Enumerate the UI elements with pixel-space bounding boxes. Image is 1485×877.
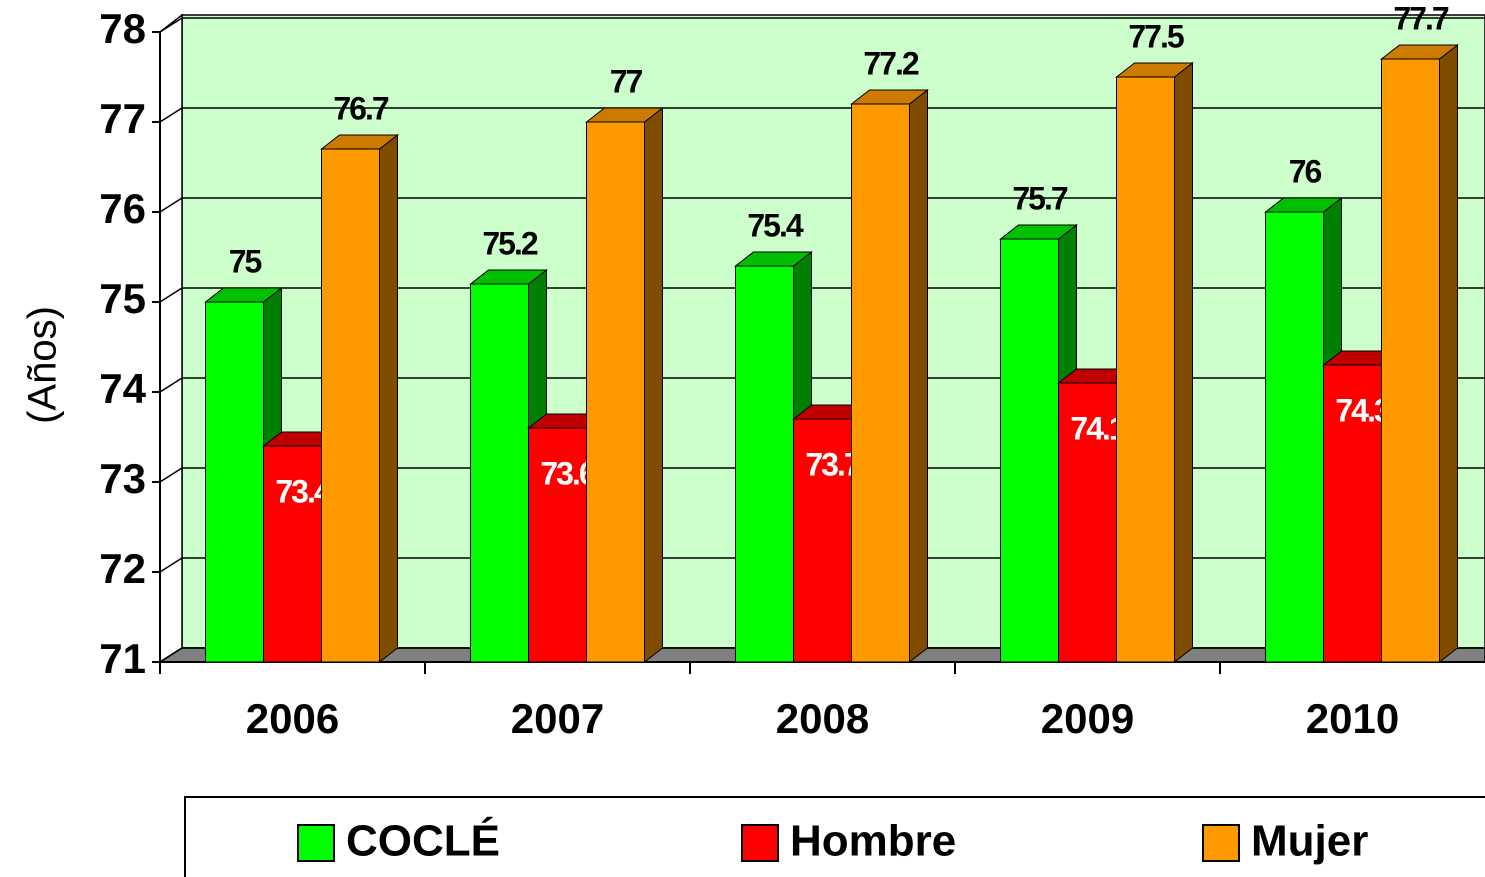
- y-tick-label: 76: [99, 185, 146, 232]
- value-label: 75.7: [1012, 180, 1067, 216]
- x-tick-label: 2010: [1306, 695, 1399, 742]
- legend-box: [184, 796, 1485, 877]
- value-label: 75.4: [747, 207, 803, 243]
- bar: [1265, 211, 1324, 663]
- bar: [528, 427, 587, 663]
- bar-side: [379, 133, 398, 664]
- legend-swatch: [297, 824, 335, 862]
- legend-label: Hombre: [790, 817, 956, 866]
- value-label: 76.7: [333, 90, 388, 126]
- bar: [586, 121, 645, 663]
- bar-side: [1439, 43, 1458, 664]
- bar: [1058, 382, 1117, 663]
- value-label: 77: [610, 63, 643, 99]
- y-axis-label: (Años): [21, 306, 65, 424]
- y-tick-label: 73: [99, 455, 146, 502]
- value-label: 76: [1289, 153, 1322, 189]
- x-tick-label: 2007: [511, 695, 604, 742]
- legend-swatch: [741, 824, 779, 862]
- bar-side: [909, 88, 928, 664]
- x-tick-label: 2006: [246, 695, 339, 742]
- grid-line: [159, 197, 1485, 213]
- value-label: 75.2: [482, 225, 537, 261]
- bar: [735, 265, 794, 663]
- bar: [321, 148, 380, 663]
- value-label: 77.2: [863, 45, 918, 81]
- legend-swatch: [1202, 824, 1240, 862]
- bar: [1000, 238, 1059, 663]
- x-tick-label: 2008: [776, 695, 869, 742]
- bar: [851, 103, 910, 663]
- grid-line: [159, 107, 1485, 123]
- bar: [205, 301, 264, 663]
- x-tick-label: 2009: [1041, 695, 1134, 742]
- bar: [470, 283, 529, 663]
- bar: [1381, 58, 1440, 663]
- legend-label: Mujer: [1251, 817, 1368, 866]
- bar-side: [644, 106, 663, 664]
- y-tick-label: 75: [99, 275, 146, 322]
- y-tick-label: 77: [99, 95, 146, 142]
- bar: [1323, 364, 1382, 663]
- y-tick-label: 78: [99, 5, 146, 52]
- value-label: 77.5: [1128, 18, 1183, 54]
- grid-line: [159, 17, 1485, 33]
- value-label: 77.7: [1393, 0, 1448, 36]
- value-label: 75: [229, 243, 262, 279]
- bar: [1116, 76, 1175, 663]
- y-tick-label: 71: [99, 635, 146, 682]
- y-tick-label: 74: [99, 365, 146, 412]
- y-tick-label: 72: [99, 545, 146, 592]
- bar-side: [1174, 61, 1193, 664]
- bar: [263, 445, 322, 663]
- legend-label: COCLÉ: [346, 816, 500, 866]
